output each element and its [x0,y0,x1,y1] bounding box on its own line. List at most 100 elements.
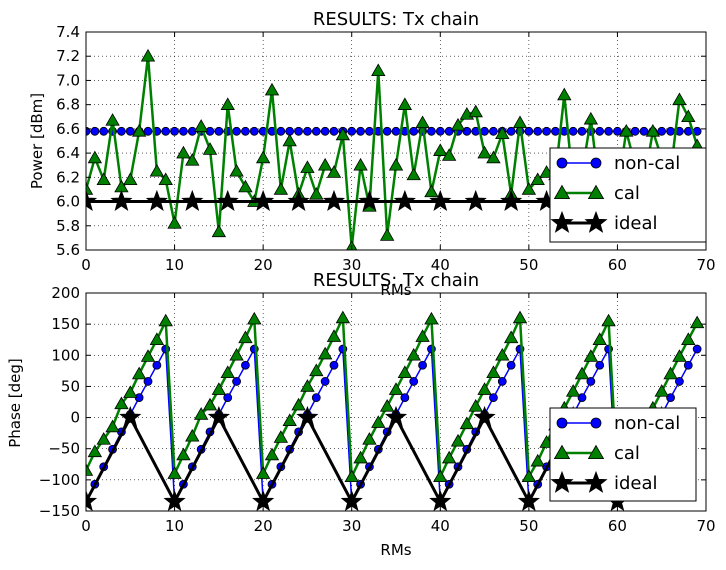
chart-title: RESULTS: Tx chain [313,270,479,291]
data-point-cal [87,444,103,458]
data-point-cal [335,127,351,141]
data-point-cal [663,366,678,380]
data-point-cal [468,104,483,118]
data-point-cal [140,349,156,362]
data-point-cal [158,313,173,327]
data-point-non-cal [241,360,250,370]
y-tick-label: 6.8 [56,96,80,114]
data-point-cal [441,148,457,161]
data-point-cal [388,382,404,395]
series-non-cal [86,126,702,136]
data-point-non-cal [232,126,241,136]
legend: non-cal cal ideal [549,147,707,243]
data-point-cal [495,347,510,361]
data-point-cal [530,172,545,186]
y-tick-label: 7.0 [56,71,80,89]
data-point-non-cal [311,126,321,136]
data-point-non-cal [568,126,578,136]
data-point-cal [477,145,492,159]
data-point-cal [238,179,253,193]
x-tick-label: 0 [81,517,91,535]
data-point-cal [317,157,333,171]
data-point-cal [379,399,395,412]
y-tick-label: −100 [39,471,80,489]
data-point-cal [397,97,413,110]
data-point-ideal [207,405,230,427]
data-point-non-cal [675,377,684,386]
data-point-non-cal [143,126,153,136]
data-point-cal [619,124,634,137]
x-axis-label: RMs [380,281,411,299]
data-point-cal [309,363,324,377]
data-point-cal [317,346,333,360]
legend-marker-cal [553,444,571,460]
data-point-cal [86,182,94,195]
data-point-non-cal [604,126,613,136]
data-point-cal [105,113,120,126]
data-point-cal [149,163,165,177]
data-point-non-cal [329,126,339,136]
plot-frame [85,31,707,251]
legend-label-non-cal: non-cal [614,153,680,174]
data-point-cal [459,416,475,430]
data-point-non-cal [241,126,250,136]
data-point-cal [158,172,173,186]
data-point-cal [371,63,386,77]
data-point-cal [681,109,696,123]
data-point-cal [486,150,501,164]
data-point-non-cal [683,360,693,370]
data-point-non-cal [595,360,605,370]
data-point-ideal [145,189,168,211]
data-point-cal [300,160,315,173]
data-point-cal [353,450,368,464]
data-point-ideal [86,189,98,211]
legend: non-cal cal ideal [549,407,697,502]
data-point-cal [512,310,528,324]
x-tick-label: 0 [81,256,91,274]
data-point-non-cal [320,377,330,386]
data-point-non-cal [692,344,702,354]
data-point-non-cal [506,126,516,136]
data-point-ideal [473,405,496,427]
data-point-non-cal [311,393,321,403]
data-point-non-cal [382,126,392,136]
data-point-cal [123,385,138,398]
y-tick-label: 0 [70,409,80,427]
data-point-cal [123,172,138,186]
data-point-cal [282,413,297,426]
y-axis-label: Phase [deg] [6,358,24,448]
data-point-cal [326,165,342,178]
data-point-cal [176,447,191,461]
data-point-non-cal [462,126,472,136]
data-point-non-cal [117,126,126,136]
data-point-ideal [358,189,381,211]
data-point-non-cal [143,377,153,386]
data-point-cal [167,466,182,479]
data-point-cal [185,428,200,442]
data-point-cal [583,349,599,362]
data-point-cal [131,124,147,137]
legend-label-ideal: ideal [614,473,658,494]
data-point-cal [388,157,404,171]
data-point-cal [557,87,572,101]
data-point-cal [583,111,599,125]
data-point-non-cal [152,360,162,370]
data-point-cal [326,329,342,342]
data-point-cal [433,143,448,156]
x-tick-label: 70 [696,517,715,535]
data-point-non-cal [294,126,303,136]
data-point-non-cal [657,126,667,136]
y-tick-label: −150 [39,502,80,520]
data-point-non-cal [365,126,374,136]
data-point-cal [689,315,705,329]
data-point-cal [202,142,218,155]
x-tick-label: 60 [608,517,627,535]
data-point-cal [521,469,537,483]
data-point-cal [344,469,359,483]
x-tick-label: 40 [431,517,450,535]
y-tick-label: 7.4 [56,23,80,41]
legend-marker-cal [587,444,605,460]
data-point-cal [211,224,227,238]
data-point-non-cal [666,393,675,403]
